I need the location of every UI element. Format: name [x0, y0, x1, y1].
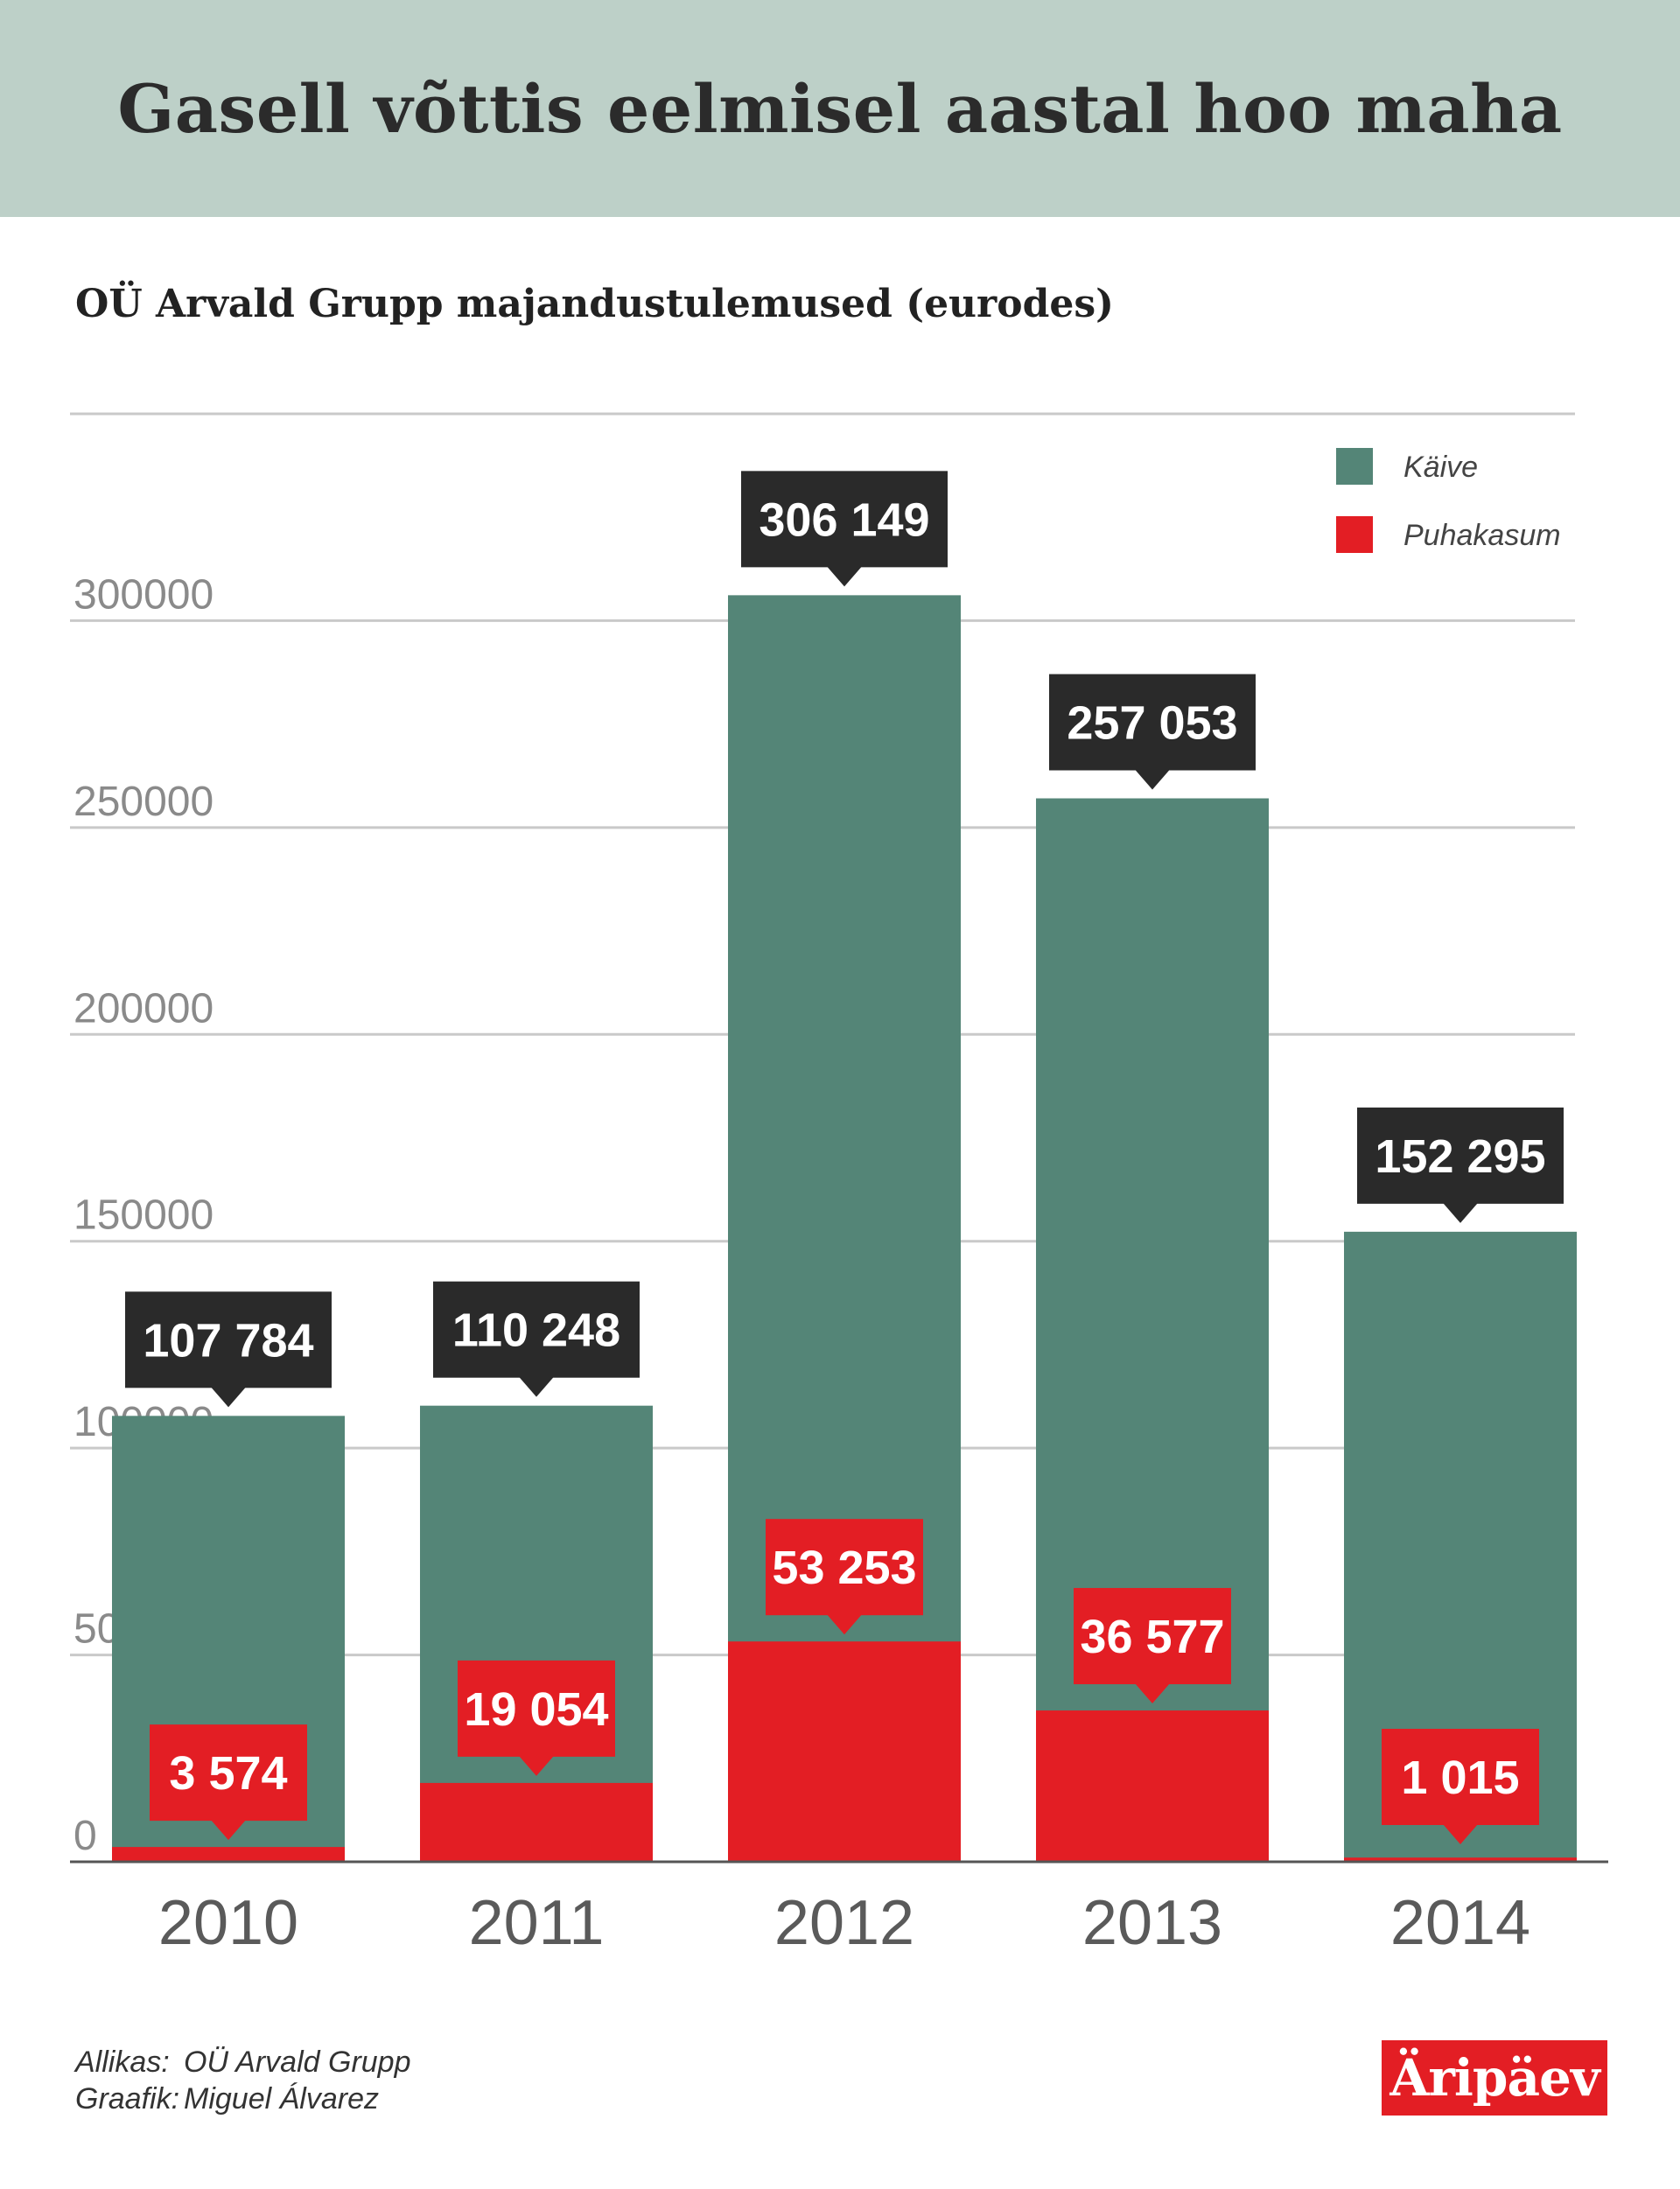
callout-puhakasum-2012-box [766, 1519, 923, 1616]
legend-swatch-kaive [1336, 448, 1373, 485]
bar-puhakasum-2013 [1036, 1710, 1269, 1862]
x-tick-label: 2014 [1390, 1888, 1530, 1958]
legend: Käive Puhakasum [1336, 448, 1561, 553]
x-tick-label: 2010 [158, 1888, 298, 1958]
title-banner: Gasell võttis eelmisel aastal hoo maha [0, 0, 1680, 217]
callout-kaive-2014: 152 295 [1357, 1107, 1564, 1223]
callout-puhakasum-2012-pointer [827, 1614, 862, 1635]
callout-puhakasum-2014-box [1382, 1729, 1539, 1825]
callout-puhakasum-2014-pointer [1443, 1824, 1478, 1844]
bar-puhakasum-2011 [420, 1782, 653, 1862]
callout-kaive-2012-box [741, 471, 948, 568]
x-tick-label: 2011 [469, 1888, 605, 1958]
bar-puhakasum-2012 [728, 1641, 961, 1862]
callout-kaive-2013-value: 257 053 [1067, 697, 1237, 750]
callout-puhakasum-2011-value: 19 054 [464, 1683, 608, 1736]
callout-kaive-2014-pointer [1443, 1202, 1478, 1223]
graphic-line: Graafik: Miguel Álvarez [75, 2081, 411, 2117]
callout-puhakasum-2010: 3 574 [150, 1724, 307, 1841]
callout-kaive-2014-box [1357, 1107, 1564, 1204]
legend-swatch-puhakasum [1336, 516, 1373, 553]
legend-label-puhakasum: Puhakasum [1404, 519, 1561, 552]
footer-credits: Allikas: OÜ Arvald Grupp Graafik: Miguel Á… [75, 2044, 411, 2117]
callout-puhakasum-2013-pointer [1135, 1683, 1170, 1704]
source-label: Allikas: [75, 2046, 170, 2079]
callout-kaive-2010-pointer [211, 1387, 246, 1408]
callout-kaive-2012-pointer [827, 566, 862, 587]
graphic-label: Graafik: [75, 2082, 180, 2116]
page-title: Gasell võttis eelmisel aastal hoo maha [117, 69, 1563, 148]
callout-puhakasum-2011-box [458, 1660, 615, 1757]
x-axis-labels: 2010 2011 2012 2013 2014 [158, 1888, 1530, 1958]
callout-puhakasum-2011: 19 054 [458, 1660, 615, 1776]
bar-puhakasum-2014 [1344, 1857, 1577, 1862]
callout-kaive-2013-pointer [1135, 769, 1170, 790]
callout-kaive-2012: 306 149 [741, 471, 948, 587]
callout-kaive-2011: 110 248 [433, 1281, 640, 1397]
callout-kaive-2012-value: 306 149 [759, 493, 929, 546]
callout-puhakasum-2014-value: 1 015 [1401, 1752, 1519, 1804]
callout-kaive-2011-box [433, 1281, 640, 1378]
callout-kaive-2011-pointer [519, 1376, 554, 1397]
y-tick-label: 200000 [74, 985, 214, 1032]
callout-puhakasum-2014: 1 015 [1382, 1729, 1539, 1844]
source-value: OÜ Arvald Grupp [184, 2046, 411, 2079]
aripaev-logo: Äripäev [1382, 2040, 1607, 2116]
callout-puhakasum-2011-pointer [519, 1755, 554, 1776]
callout-puhakasum-2013-value: 36 577 [1080, 1611, 1224, 1663]
callout-kaive-2010: 107 784 [125, 1291, 332, 1408]
callout-kaive-2010-value: 107 784 [143, 1314, 313, 1367]
callout-kaive-2014-value: 152 295 [1375, 1130, 1545, 1183]
value-callouts: 107 784 3 574 110 248 19 054 306 149 53 253 25… [125, 471, 1564, 1844]
callout-puhakasum-2010-value: 3 574 [169, 1747, 287, 1800]
bars [112, 595, 1577, 1863]
callout-kaive-2010-box [125, 1291, 332, 1388]
legend-label-kaive: Käive [1404, 451, 1478, 484]
x-tick-label: 2013 [1082, 1888, 1222, 1958]
y-tick-label: 250000 [74, 779, 214, 825]
callout-puhakasum-2010-pointer [211, 1820, 246, 1841]
bar-chart: 050000100000150000200000250000300000 107… [70, 412, 1608, 1958]
callout-kaive-2013: 257 053 [1049, 674, 1256, 790]
y-tick-label: 0 [74, 1813, 97, 1859]
y-tick-label: 300000 [74, 571, 214, 618]
x-tick-label: 2012 [774, 1888, 914, 1958]
callout-puhakasum-2013: 36 577 [1074, 1588, 1231, 1704]
callout-kaive-2013-box [1049, 674, 1256, 771]
callout-kaive-2011-value: 110 248 [452, 1304, 620, 1357]
callout-puhakasum-2012: 53 253 [766, 1519, 923, 1635]
chart-subtitle: OÜ Arvald Grupp majandustulemused (eurod… [75, 282, 1114, 326]
callout-puhakasum-2010-box [150, 1724, 307, 1822]
callout-puhakasum-2013-box [1074, 1588, 1231, 1685]
y-tick-label: 150000 [74, 1192, 214, 1239]
graphic-value: Miguel Álvarez [184, 2082, 379, 2116]
source-line: Allikas: OÜ Arvald Grupp [75, 2044, 411, 2081]
callout-puhakasum-2012-value: 53 253 [772, 1542, 916, 1594]
bar-puhakasum-2010 [112, 1847, 345, 1862]
